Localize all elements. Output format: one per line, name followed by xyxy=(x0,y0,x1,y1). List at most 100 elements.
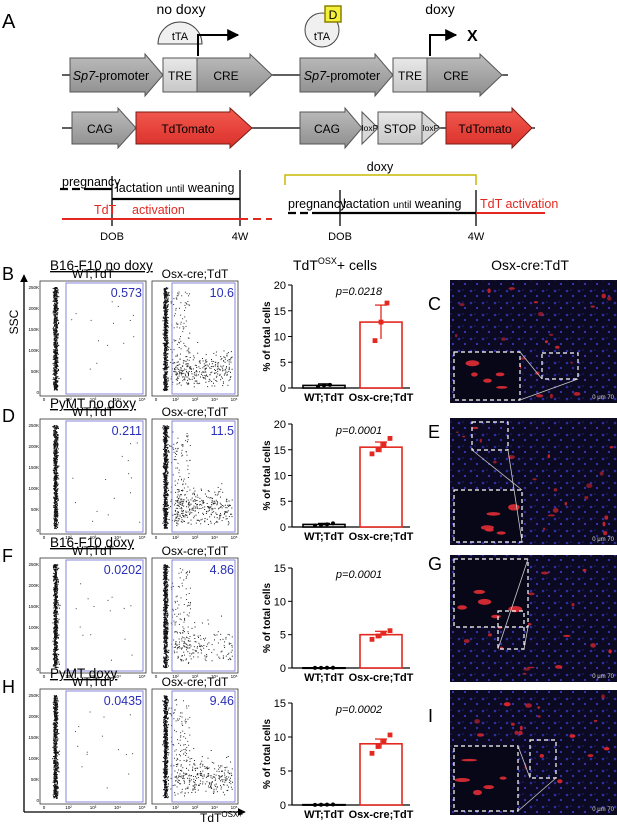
cag-block xyxy=(71,106,137,150)
bar-y-tick-label: 20 xyxy=(274,280,286,292)
bar-point xyxy=(325,802,329,807)
flow-y-tick: 50K xyxy=(31,369,39,374)
bar-cre xyxy=(359,633,403,669)
tta-label: tTA xyxy=(172,31,189,43)
bar-point xyxy=(387,436,393,441)
zoom-region-box xyxy=(529,739,557,779)
flow-x-tick: 10⁵ xyxy=(139,805,146,810)
micro-header: Osx-cre:TdT xyxy=(491,257,569,273)
doxy-title: doxy xyxy=(425,1,455,17)
zoom-connector xyxy=(523,626,529,650)
tre-label: TRE xyxy=(168,69,192,83)
flow-y-tick: 100K xyxy=(28,756,39,761)
zoom-connector xyxy=(507,449,523,543)
bar-point xyxy=(319,522,323,527)
flow-gate xyxy=(171,690,236,803)
tdt-signal xyxy=(487,288,491,294)
flow-x-tick: 10⁴ xyxy=(114,535,121,540)
doxy-tre-block xyxy=(392,57,428,93)
doxy-d-label: D xyxy=(329,8,338,22)
tdt-signal xyxy=(601,293,606,299)
flow-x-tick: 0 xyxy=(43,535,46,540)
loxp-2-label: loxP xyxy=(423,123,440,133)
flow-plot-cre: Osx-cre;TdT 4.86 0 10² 10³ 10⁴ 10⁵ xyxy=(151,544,239,679)
tdt-signal xyxy=(553,488,558,492)
flow-y-tick: 100K xyxy=(28,625,39,630)
micrograph-2: 0 μm 70 xyxy=(450,418,617,545)
tdt-signal xyxy=(547,514,556,517)
flow-gate xyxy=(171,420,236,533)
bar-category-label: Osx-cre;TdT xyxy=(349,392,414,404)
scale-bar-label: 0 μm 70 xyxy=(592,537,614,543)
doxy-cre-label: CRE xyxy=(443,69,468,83)
flow-x-tick: 10³ xyxy=(90,674,97,679)
svg-text:doxy: doxy xyxy=(367,160,394,174)
svg-text:pregnancy: pregnancy xyxy=(288,197,347,211)
ssc-axis-label: SSC xyxy=(7,309,21,334)
flow-x-tick: 10⁵ xyxy=(139,535,146,540)
bar-point xyxy=(387,628,393,634)
bar-y-tick-label: 20 xyxy=(274,419,286,431)
tdt-signal xyxy=(604,515,609,520)
tdt-signal xyxy=(544,340,548,344)
bar-y-tick-label: 15 xyxy=(274,306,286,318)
sp7-promoter-block xyxy=(69,52,164,98)
magnified-inset xyxy=(453,351,521,401)
bar-point xyxy=(316,384,320,389)
bar-point xyxy=(387,732,393,738)
timeline-right: doxy pregnancy lactation until weaning T… xyxy=(284,160,558,243)
bar-point xyxy=(325,665,329,670)
bar-category-label: Osx-cre;TdT xyxy=(349,809,414,821)
tdt-signal xyxy=(537,311,544,317)
bar-point xyxy=(319,802,323,807)
tdtomato-block xyxy=(135,106,253,150)
cre-label: CRE xyxy=(213,69,238,83)
flow-x-tick: 10⁵ xyxy=(139,674,146,679)
tdt-signal xyxy=(552,508,559,513)
flow-gate-value: 0.0435 xyxy=(104,694,142,708)
flow-x-tick: 10² xyxy=(65,805,72,810)
doxy-sp7-promoter-block xyxy=(299,52,394,98)
zoom-connector xyxy=(519,351,543,380)
flow-row-title: PyMT no doxy xyxy=(50,396,136,411)
bar-chart-4: 0 5 10 15% of total cells p=0.0002 WT;TdT Osx-… xyxy=(262,698,414,821)
flow-plot-wt: WT;TdT 0.573 250K 200K 150K 100K 50K 00 10² 10³ 10… xyxy=(28,267,147,402)
scale-bar-label: 0 μm 70 xyxy=(592,674,614,680)
zoom-connector xyxy=(497,558,529,650)
flow-x-tick: 10⁴ xyxy=(114,805,121,810)
bar-point xyxy=(331,665,335,670)
flow-global-axes: SSC TdTOSX+ xyxy=(7,274,246,825)
flow-gate-value: 9.46 xyxy=(210,694,234,708)
micrograph-4: 0 μm 70 xyxy=(450,690,617,815)
loxp-2 xyxy=(421,110,441,146)
flow-y-tick: 0 xyxy=(36,390,39,395)
panel-letter-b: B xyxy=(2,264,14,284)
tdt-signal xyxy=(518,730,523,736)
tdt-signal xyxy=(501,337,506,341)
flow-x-tick: 0 xyxy=(155,674,158,679)
zoom-region-box xyxy=(541,352,579,380)
tdt-signal xyxy=(539,754,544,758)
flow-y-tick: 250K xyxy=(28,285,39,290)
tdt-signal xyxy=(503,702,511,707)
svg-text:activation: activation xyxy=(132,203,185,217)
panel-letter-a: A xyxy=(2,11,16,33)
flow-x-tick: 10⁴ xyxy=(114,397,121,402)
flow-gate xyxy=(65,559,144,672)
flow-events xyxy=(52,695,134,799)
flow-x-tick: 10² xyxy=(65,397,72,402)
bar-y-tick-label: 15 xyxy=(274,445,286,457)
flow-x-tick: 10⁵ xyxy=(139,397,146,402)
flow-x-tick: 0 xyxy=(43,805,46,810)
panel-letter-h: H xyxy=(2,677,15,697)
loxp-1-label: loxP xyxy=(362,123,379,133)
flow-plot-label: WT;TdT xyxy=(72,675,115,689)
tdt-signal xyxy=(570,361,574,364)
flow-events xyxy=(52,564,133,669)
flow-y-tick: 250K xyxy=(28,423,39,428)
cre-block xyxy=(196,52,273,98)
magnified-inset xyxy=(453,558,529,628)
flow-y-tick: 250K xyxy=(28,562,39,567)
bar-point xyxy=(369,451,375,457)
